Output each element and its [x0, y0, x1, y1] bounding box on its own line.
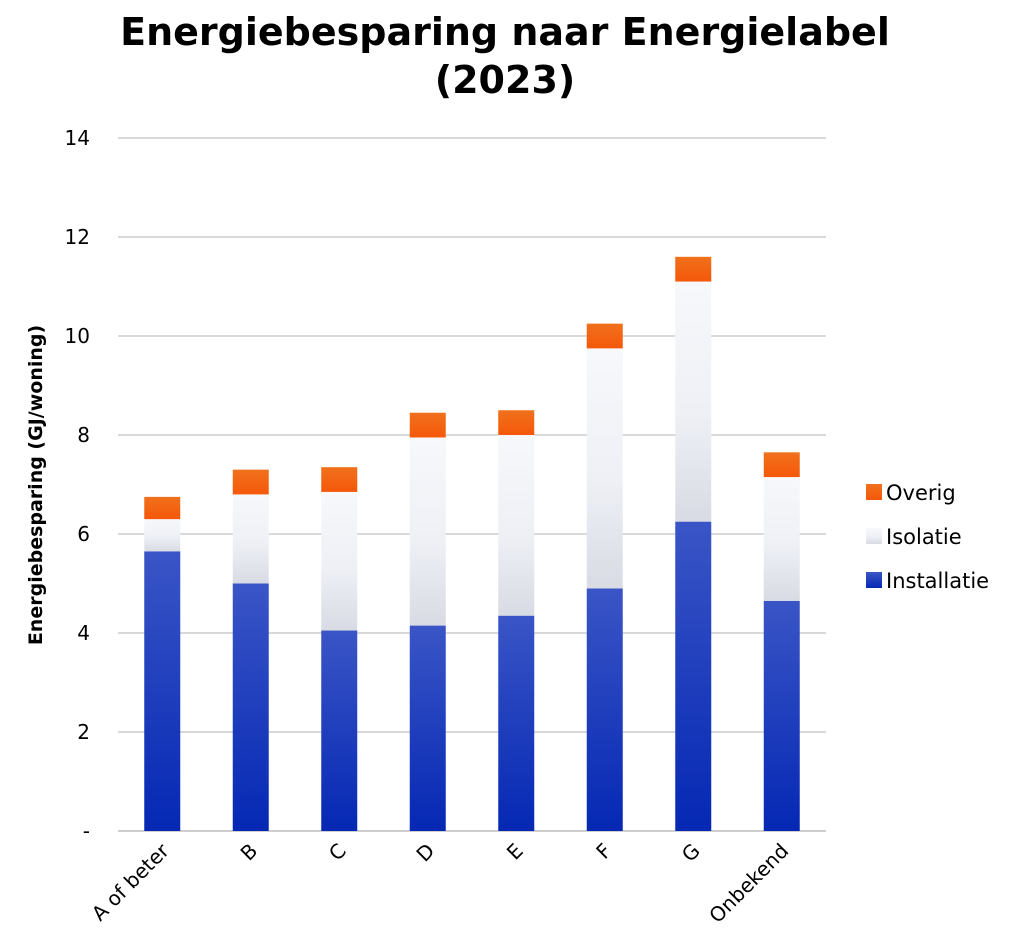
x-tick-label: Onbekend: [704, 839, 793, 928]
x-tick-label: A of beter: [87, 838, 175, 926]
x-tick-label: G: [677, 839, 705, 867]
bar-installatie-6: [675, 521, 712, 831]
bar-isolatie-6: [675, 281, 712, 522]
bar-installatie-3: [409, 625, 446, 831]
bar-isolatie-3: [409, 437, 446, 626]
bar-overig-1: [232, 469, 269, 495]
y-tick-label: 10: [65, 324, 90, 348]
bar-overig-4: [498, 410, 535, 435]
bar-installatie-0: [144, 551, 181, 831]
x-tick-label: B: [236, 839, 263, 866]
bar-isolatie-1: [232, 494, 269, 584]
bar-overig-3: [409, 412, 446, 438]
bar-isolatie-7: [763, 477, 800, 601]
bar-overig-7: [763, 452, 800, 478]
legend-label-installatie: Installatie: [886, 569, 989, 593]
bar-overig-0: [144, 496, 181, 520]
bar-installatie-4: [498, 615, 535, 831]
chart-title-line-2: (2023): [434, 58, 576, 102]
legend-swatch-isolatie: [866, 528, 882, 544]
x-tick-label: C: [324, 839, 351, 866]
y-tick-label: 14: [65, 126, 90, 150]
y-tick-label: 12: [65, 225, 90, 249]
bar-installatie-7: [763, 600, 800, 831]
bar-overig-5: [586, 323, 623, 349]
y-tick-label: 4: [77, 621, 90, 645]
y-tick-label: 2: [77, 720, 90, 744]
chart-title-line-1: Energiebesparing naar Energielabel: [120, 10, 890, 54]
bar-overig-6: [675, 256, 712, 282]
x-tick-label: E: [502, 839, 528, 865]
bar-isolatie-5: [586, 348, 623, 589]
chart-title: Energiebesparing naar Energielabel (2023…: [0, 8, 1010, 104]
x-axis-ticks: A of beter B C D E F G Onbekend: [87, 838, 794, 928]
y-axis-label: Energiebesparing (GJ/woning): [25, 325, 47, 645]
bar-isolatie-0: [144, 519, 181, 552]
x-tick-label: F: [591, 839, 616, 864]
y-axis-ticks: - 2 4 6 8 10 12 14: [65, 126, 90, 843]
x-tick-label: D: [411, 839, 439, 867]
legend-swatch-installatie: [866, 572, 882, 588]
legend-label-overig: Overig: [886, 481, 956, 505]
bar-installatie-5: [586, 588, 623, 831]
bar-overig-2: [321, 467, 358, 492]
legend: Overig Isolatie Installatie: [866, 481, 989, 593]
legend-swatch-overig: [866, 484, 882, 500]
bar-installatie-2: [321, 630, 358, 831]
y-tick-label: 8: [77, 423, 90, 447]
bar-installatie-1: [232, 583, 269, 831]
bar-isolatie-2: [321, 491, 358, 631]
y-tick-label: -: [83, 819, 90, 843]
bar-isolatie-4: [498, 435, 535, 616]
bars: [144, 256, 800, 831]
gridlines: [118, 137, 826, 832]
legend-label-isolatie: Isolatie: [886, 525, 962, 549]
y-tick-label: 6: [77, 522, 90, 546]
